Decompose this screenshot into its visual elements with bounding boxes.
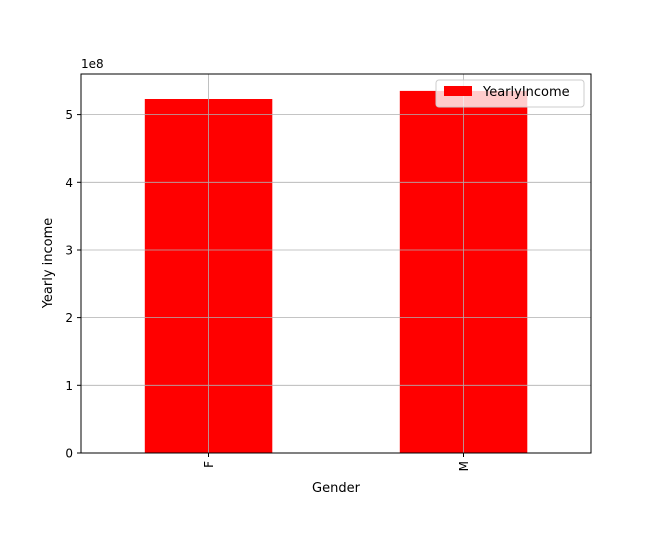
x-tick-label-f: F [202, 461, 216, 468]
y-tick-label: 0 [65, 447, 73, 461]
y-tick-label: 2 [65, 311, 73, 325]
legend: YearlyIncome [435, 79, 585, 108]
y-tick-label: 3 [65, 244, 73, 258]
legend-box [435, 79, 585, 108]
y-tick-label: 5 [65, 108, 73, 122]
y-tick-label: 4 [65, 176, 73, 190]
x-axis-label: Gender [312, 481, 361, 496]
x-tick-label-m: M [457, 461, 471, 471]
plot-frame [80, 73, 592, 454]
y-axis-label: Yearly income [41, 218, 56, 310]
y-axis-offset-label: 1e8 [81, 57, 104, 71]
legend-label: YearlyIncome [482, 85, 570, 100]
ticks-layer: 0 1 2 3 4 5 F M [65, 108, 471, 471]
legend-swatch [444, 86, 472, 96]
y-tick-label: 1 [65, 379, 73, 393]
